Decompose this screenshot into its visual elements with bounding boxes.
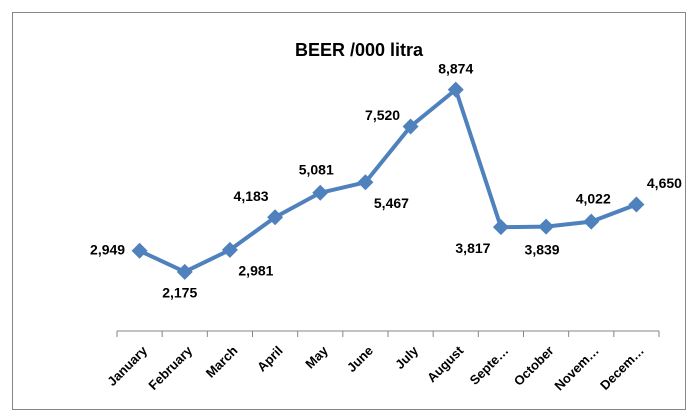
data-label: 5,081	[299, 161, 334, 177]
data-label: 2,949	[90, 241, 125, 257]
marker	[447, 81, 464, 98]
chart-title: BEER /000 litra	[295, 40, 424, 60]
marker	[492, 219, 509, 236]
data-label: 8,874	[438, 60, 473, 76]
marker	[628, 196, 645, 213]
data-label: 2,175	[162, 285, 197, 301]
data-label: 3,817	[455, 240, 490, 256]
marker	[357, 174, 374, 191]
chart-border	[12, 12, 686, 410]
line	[138, 87, 638, 274]
data-label: 2,981	[238, 263, 273, 279]
marker	[221, 241, 238, 258]
data-label: 7,520	[365, 107, 400, 123]
marker	[176, 263, 193, 280]
marker	[402, 118, 419, 135]
data-label: 5,467	[374, 195, 409, 211]
data-label: 3,839	[525, 241, 560, 257]
marker	[538, 218, 555, 235]
marker	[583, 213, 600, 230]
marker	[131, 242, 148, 259]
data-label: 4,022	[576, 190, 611, 206]
marker	[312, 184, 329, 201]
data-label: 4,650	[647, 175, 682, 191]
marker	[267, 209, 284, 226]
data-label: 4,183	[234, 188, 269, 204]
